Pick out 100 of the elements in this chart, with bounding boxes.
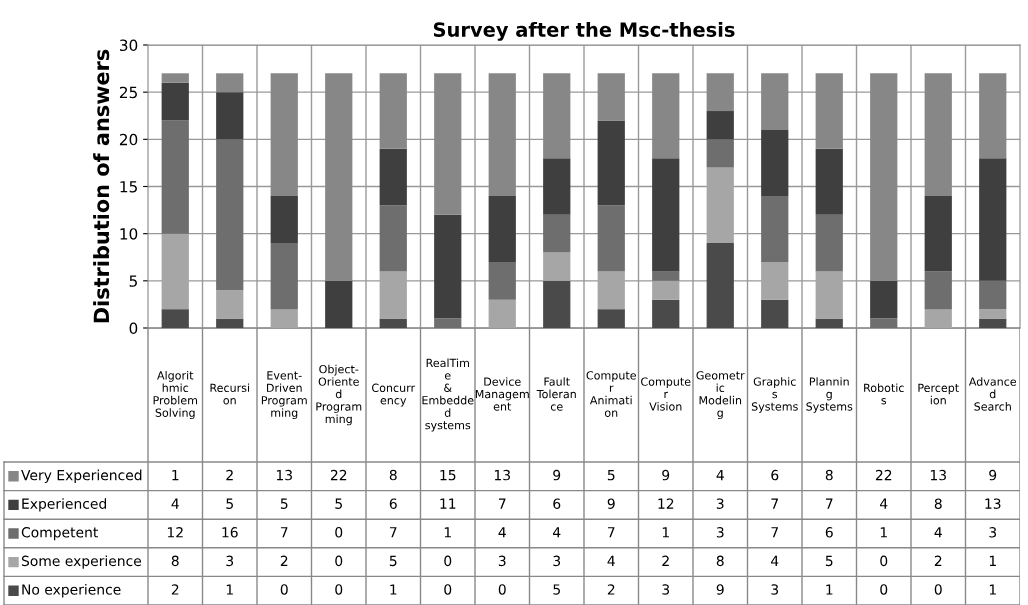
data-label: 3 [553,555,561,567]
bar [379,73,407,149]
bar [706,73,734,112]
bar [488,299,516,328]
data-label: 7 [771,527,778,538]
data-label: 11 [440,498,456,509]
data-label: 4 [171,498,179,509]
legend-label: Some experience [21,555,142,569]
x-tick-label: Fault Tolerance [536,377,576,411]
bar [706,139,734,168]
bar [652,271,680,281]
x-tick-label: Robotics [864,383,904,405]
bar [979,158,1007,281]
data-label: 8 [171,555,179,567]
bar [652,299,680,328]
data-label: 5 [553,584,560,595]
bar [325,73,353,281]
data-label: 0 [934,584,942,595]
data-label: 2 [607,584,615,595]
data-label: 13 [930,469,946,481]
bar [379,318,407,328]
data-label: 7 [607,527,615,538]
data-label: 7 [825,498,833,509]
bar [652,280,680,300]
bar [761,261,789,300]
bar [924,195,952,272]
x-tick-label: Advanced Search [968,377,1017,411]
data-label: 4 [716,470,724,481]
data-label: 4 [607,555,615,566]
data-label: 4 [553,527,561,538]
bar [815,271,843,319]
legend-label: Competent [21,527,98,541]
data-label: 3 [989,527,997,538]
bar [706,111,734,140]
data-label: 5 [335,498,342,509]
bar [543,158,571,215]
bar [597,309,625,328]
legend-label: No experience [22,583,121,598]
x-tick-label: Graphics Systems [751,377,798,413]
bar [216,139,244,291]
data-label: 0 [335,584,343,595]
bar [270,309,298,328]
bar [761,129,789,196]
bar [706,167,734,244]
x-tick-label: Event-Driven Programming [261,371,307,420]
data-label: 1 [826,584,833,595]
bar [924,271,952,310]
chart-title: Survey after the Msc-thesis [433,21,735,41]
data-label: 0 [498,584,506,595]
data-label: 3 [716,527,724,538]
data-label: 1 [172,470,179,481]
data-label: 7 [280,527,288,538]
y-tick-label: 0 [129,322,138,335]
bar [761,299,789,328]
data-label: 1 [226,584,233,595]
bar [815,73,843,149]
data-label: 6 [389,498,397,509]
x-tick-label: Recursion [210,383,250,405]
bar [870,318,898,328]
bar [543,252,571,281]
data-label: 7 [389,527,397,538]
bar [543,280,571,328]
y-tick-label: 5 [129,275,137,287]
x-tick-label: Computer Vision [641,377,691,411]
bar [870,73,898,281]
bar [270,73,298,196]
y-axis-title: Distribution of answers [93,49,110,323]
data-label: 1 [444,527,451,538]
bar [325,280,353,328]
data-label: 13 [494,469,510,481]
bar [652,73,680,159]
x-tick-label: Object-Oriented Programming [316,364,362,426]
data-label: 2 [280,555,288,566]
bar [761,195,789,262]
bar [488,195,516,262]
bar [543,214,571,253]
y-tick-label: 20 [119,133,138,146]
data-label: 6 [771,469,779,481]
data-label: 12 [658,498,674,509]
data-label: 1 [880,527,887,538]
data-label: 13 [985,498,1001,509]
bar [434,318,462,328]
bar [488,73,516,196]
data-label: 3 [498,555,506,567]
x-tick-label: Perception [918,383,959,405]
data-label: 6 [825,527,833,538]
data-label: 15 [440,470,456,481]
bar [216,73,244,93]
data-label: 16 [222,527,238,538]
x-tick-label: Algorithmic Problem Solving [153,370,198,420]
bar [270,243,298,310]
bar [161,73,189,83]
data-label: 4 [934,527,942,538]
data-label: 1 [662,527,669,538]
bar [488,261,516,300]
bar [379,271,407,319]
bar [216,92,244,140]
data-label: 9 [716,584,724,595]
bar [815,214,843,272]
bar [815,148,843,215]
